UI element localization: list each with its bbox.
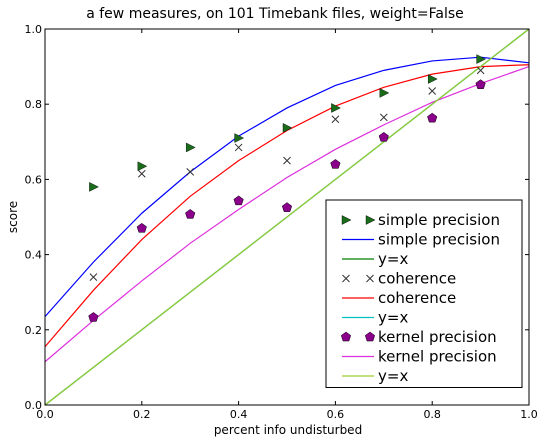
legend-entry-coherence: coherence bbox=[342, 289, 456, 307]
legend-marker bbox=[365, 215, 376, 225]
data-point-simple-precision bbox=[137, 161, 148, 172]
legend-entry-kernel-precision: kernel precision bbox=[340, 328, 497, 346]
y-tick-label: 0.0 bbox=[25, 399, 43, 412]
data-point-coherence bbox=[234, 143, 243, 152]
legend-label: y=x bbox=[378, 309, 408, 327]
legend-label: y=x bbox=[378, 250, 408, 268]
y-tick-label: 0.4 bbox=[25, 249, 43, 262]
y-tick-label: 0.2 bbox=[25, 324, 43, 337]
legend-marker bbox=[364, 331, 376, 342]
y-tick-label: 0.6 bbox=[25, 173, 43, 186]
data-point-coherence bbox=[476, 66, 485, 75]
series-line-simple-precision bbox=[44, 56, 530, 318]
data-point-simple-precision bbox=[379, 88, 390, 98]
legend-entry-coherence: coherence bbox=[342, 270, 456, 288]
x-tick-label: 0.8 bbox=[423, 408, 441, 421]
y-tick-label: 1.0 bbox=[25, 23, 43, 36]
data-point-kernel-precision bbox=[378, 131, 389, 142]
legend-label: kernel precision bbox=[378, 348, 497, 366]
legend-entry-simple-precision: simple precision bbox=[341, 211, 500, 229]
data-point-coherence bbox=[331, 115, 340, 124]
data-point-kernel-precision bbox=[185, 209, 196, 219]
data-point-kernel-precision bbox=[136, 222, 147, 233]
legend-entry-y-x: y=x bbox=[342, 367, 408, 385]
axis-ticks: 0.0 0.2 0.4 0.6 0.8 1.0 0.0 0.2 0.4 0.6 0.8 1.0 bbox=[25, 23, 538, 421]
data-point-coherence bbox=[283, 156, 291, 165]
legend-marker bbox=[366, 274, 374, 283]
x-tick-label: 0.2 bbox=[133, 408, 151, 421]
data-point-coherence bbox=[186, 168, 195, 176]
data-point-kernel-precision bbox=[88, 312, 99, 322]
data-point-kernel-precision bbox=[427, 112, 438, 123]
legend-entry-y-x: y=x bbox=[342, 309, 408, 327]
y-axis-label: score bbox=[6, 201, 20, 233]
legend-label: kernel precision bbox=[378, 328, 497, 346]
data-point-coherence bbox=[137, 169, 146, 178]
legend-label: simple precision bbox=[378, 211, 500, 229]
x-tick-label: 1.0 bbox=[520, 408, 538, 421]
x-axis-label: percent info undisturbed bbox=[214, 423, 362, 437]
data-point-simple-precision bbox=[331, 103, 341, 113]
x-tick-label: 0.0 bbox=[36, 408, 54, 421]
series-line-y-x bbox=[44, 28, 530, 406]
data-point-kernel-precision bbox=[281, 202, 293, 212]
x-tick-label: 0.6 bbox=[327, 408, 345, 421]
legend-label: coherence bbox=[378, 270, 456, 288]
data-point-simple-precision bbox=[234, 133, 245, 143]
y-tick-label: 0.8 bbox=[25, 98, 43, 111]
legend-entry-kernel-precision: kernel precision bbox=[342, 348, 497, 366]
plot-border bbox=[44, 28, 530, 406]
legend-label: y=x bbox=[378, 367, 408, 385]
legend-marker bbox=[341, 215, 352, 225]
data-point-simple-precision bbox=[476, 54, 487, 64]
data-point-simple-precision bbox=[185, 142, 196, 153]
data-point-kernel-precision bbox=[233, 195, 244, 206]
legend-entry-simple-precision: simple precision bbox=[342, 231, 500, 249]
data-point-coherence bbox=[89, 273, 98, 282]
data-point-simple-precision bbox=[282, 123, 293, 133]
chart-title: a few measures, on 101 Timebank files, w… bbox=[86, 6, 464, 22]
data-point-simple-precision bbox=[428, 74, 438, 84]
legend-marker bbox=[340, 331, 352, 342]
legend-entry-y-x: y=x bbox=[342, 250, 408, 268]
plot-area bbox=[44, 28, 530, 406]
legend-marker bbox=[342, 274, 350, 283]
series-line-kernel-precision bbox=[44, 66, 530, 363]
data-point-coherence bbox=[379, 113, 388, 122]
legend-label: coherence bbox=[378, 289, 456, 307]
x-tick-label: 0.4 bbox=[230, 408, 248, 421]
data-point-simple-precision bbox=[89, 182, 99, 192]
data-point-coherence bbox=[428, 87, 437, 95]
legend-label: simple precision bbox=[378, 231, 500, 249]
data-point-kernel-precision bbox=[475, 79, 486, 89]
data-point-kernel-precision bbox=[330, 159, 341, 169]
